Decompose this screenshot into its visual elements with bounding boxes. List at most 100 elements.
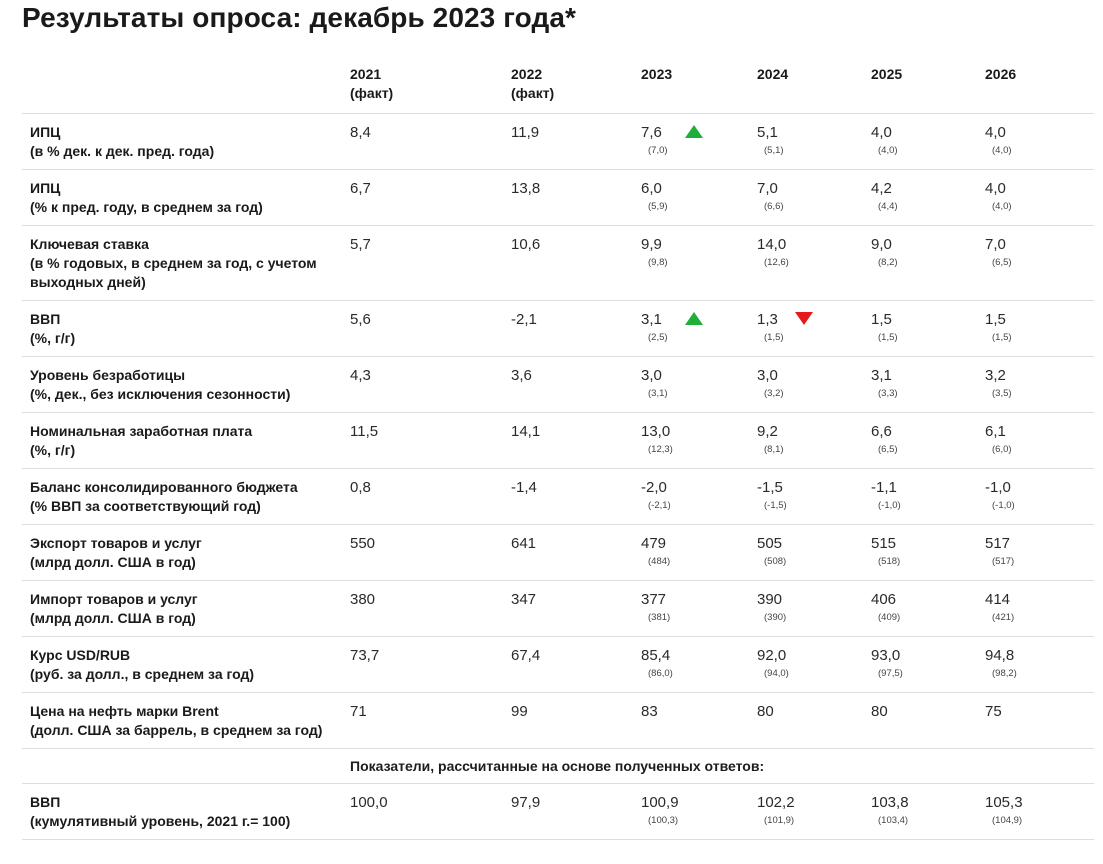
value-wrap: 3,2 (3,5)	[985, 366, 1094, 400]
value: -1,1	[871, 479, 897, 496]
value-cell: 406 (409)	[863, 580, 977, 637]
increase-arrow-icon	[685, 312, 703, 325]
value: 7,6	[641, 124, 662, 141]
value: 5,1	[757, 124, 778, 141]
value: 3,1	[641, 311, 662, 328]
indicator-label-line: (%, г/г)	[30, 442, 76, 458]
value-cell: 4,3	[342, 356, 503, 413]
previous-forecast: (2,5)	[648, 332, 668, 343]
value: 406	[871, 591, 897, 608]
previous-forecast: (-1,5)	[764, 500, 787, 511]
previous-forecast: (390)	[764, 612, 787, 623]
table-row: ВВП (кумулятивный уровень, 2021 г.= 100) 1…	[22, 783, 1094, 840]
value-cell: 92,0 (94,0)	[749, 636, 863, 693]
value-cell: 11,5	[342, 412, 503, 469]
value-wrap: -1,5 (-1,5)	[757, 478, 863, 512]
value-cell: -1,5 (-1,5)	[749, 468, 863, 525]
value-wrap: 3,0 (3,1)	[641, 366, 749, 400]
value-wrap: 4,0 (4,0)	[871, 123, 977, 157]
value: 6,7	[350, 180, 371, 197]
value: 4,0	[985, 124, 1006, 141]
header-year-cell: 2026	[977, 56, 1094, 114]
value-cell: 6,0 (5,9)	[633, 169, 749, 226]
value: 6,1	[985, 423, 1006, 440]
header-year: 2025	[871, 66, 903, 82]
table-row: ВВП (%, г/г) 5,6 -2,1 3,1 (2,5) 1,3 (1,5) 1,5 (1,…	[22, 300, 1094, 357]
value: 105,3	[985, 794, 1023, 811]
previous-forecast: (3,5)	[992, 388, 1012, 399]
value: 80	[757, 703, 774, 720]
value-wrap: 0,8	[350, 478, 503, 497]
previous-forecast: (508)	[764, 556, 787, 567]
indicator-label: Цена на нефть марки Brent (долл. США за б…	[22, 692, 342, 749]
value-cell: 71	[342, 692, 503, 749]
value: 73,7	[350, 647, 380, 664]
value-wrap: 9,0 (8,2)	[871, 235, 977, 269]
previous-forecast: (103,4)	[878, 815, 909, 826]
previous-forecast: (409)	[878, 612, 901, 623]
value-wrap: 6,6 (6,5)	[871, 422, 977, 456]
indicator-label-line: Цена на нефть марки Brent	[30, 703, 219, 719]
value: 641	[511, 535, 537, 552]
value-wrap: 6,7	[350, 179, 503, 198]
previous-forecast: (12,6)	[764, 257, 789, 268]
value-wrap: 105,3 (104,9)	[985, 793, 1094, 827]
value-wrap: -1,0 (-1,0)	[985, 478, 1094, 512]
value: 9,2	[757, 423, 778, 440]
value: 377	[641, 591, 667, 608]
value-wrap: 479 (484)	[641, 534, 749, 568]
previous-forecast: (3,1)	[648, 388, 668, 399]
value-wrap: 99	[511, 702, 633, 721]
indicator-label-line: выходных дней)	[30, 274, 146, 290]
value: 85,4	[641, 647, 671, 664]
value-wrap: 80	[757, 702, 863, 721]
value-cell: 80	[749, 692, 863, 749]
table-row: Экспорт товаров и услуг (млрд долл. США в…	[22, 524, 1094, 581]
previous-forecast: (-1,0)	[992, 500, 1015, 511]
computed-section-header-row: Показатели, рассчитанные на основе получ…	[22, 748, 1094, 784]
value-wrap: 7,6 (7,0)	[641, 123, 749, 157]
value-wrap: 97,9	[511, 793, 633, 812]
previous-forecast: (4,0)	[992, 145, 1012, 156]
value: 11,9	[511, 124, 540, 141]
value-wrap: 8,4	[350, 123, 503, 142]
previous-forecast: (518)	[878, 556, 901, 567]
value-wrap: 1,5 (1,5)	[871, 310, 977, 344]
value-cell: 83	[633, 692, 749, 749]
header-note: (факт)	[350, 85, 394, 101]
value-cell: 8,4	[342, 113, 503, 170]
value: 3,6	[511, 367, 532, 384]
value-cell: 14,0 (12,6)	[749, 225, 863, 301]
value-wrap: 4,0 (4,0)	[985, 123, 1094, 157]
value-cell: 1,5 (1,5)	[977, 300, 1094, 357]
value: 505	[757, 535, 783, 552]
value-wrap: 3,1 (3,3)	[871, 366, 977, 400]
indicator-label: Ключевая ставка (в % годовых, в среднем з…	[22, 225, 342, 301]
indicator-label-line: Ключевая ставка	[30, 236, 149, 252]
table-row: Цена на нефть марки Brent (долл. США за б…	[22, 692, 1094, 749]
value: 102,2	[757, 794, 795, 811]
value-wrap: 71	[350, 702, 503, 721]
value-wrap: 7,0 (6,5)	[985, 235, 1094, 269]
previous-forecast: (8,1)	[764, 444, 784, 455]
value: 1,5	[985, 311, 1006, 328]
value-wrap: 4,3	[350, 366, 503, 385]
previous-forecast: (4,0)	[992, 201, 1012, 212]
value: 93,0	[871, 647, 901, 664]
value-cell: 641	[503, 524, 633, 581]
value-wrap: 7,0 (6,6)	[757, 179, 863, 213]
previous-forecast: (4,0)	[878, 145, 898, 156]
computed-section-header: Показатели, рассчитанные на основе получ…	[342, 748, 1094, 784]
indicator-label-line: (млрд долл. США в год)	[30, 554, 196, 570]
indicator-label: Курс USD/RUB (руб. за долл., в среднем за…	[22, 636, 342, 693]
value-cell: 6,1 (6,0)	[977, 412, 1094, 469]
indicator-label-line: Курс USD/RUB	[30, 647, 131, 663]
value-wrap: 641	[511, 534, 633, 553]
value-cell: 9,2 (8,1)	[749, 412, 863, 469]
value-cell: 3,0 (3,2)	[749, 356, 863, 413]
value-cell: -1,0 (-1,0)	[977, 468, 1094, 525]
previous-forecast: (484)	[648, 556, 671, 567]
value-cell: 11,9	[503, 113, 633, 170]
value-cell: 13,8	[503, 169, 633, 226]
value-cell: 0,8	[342, 468, 503, 525]
